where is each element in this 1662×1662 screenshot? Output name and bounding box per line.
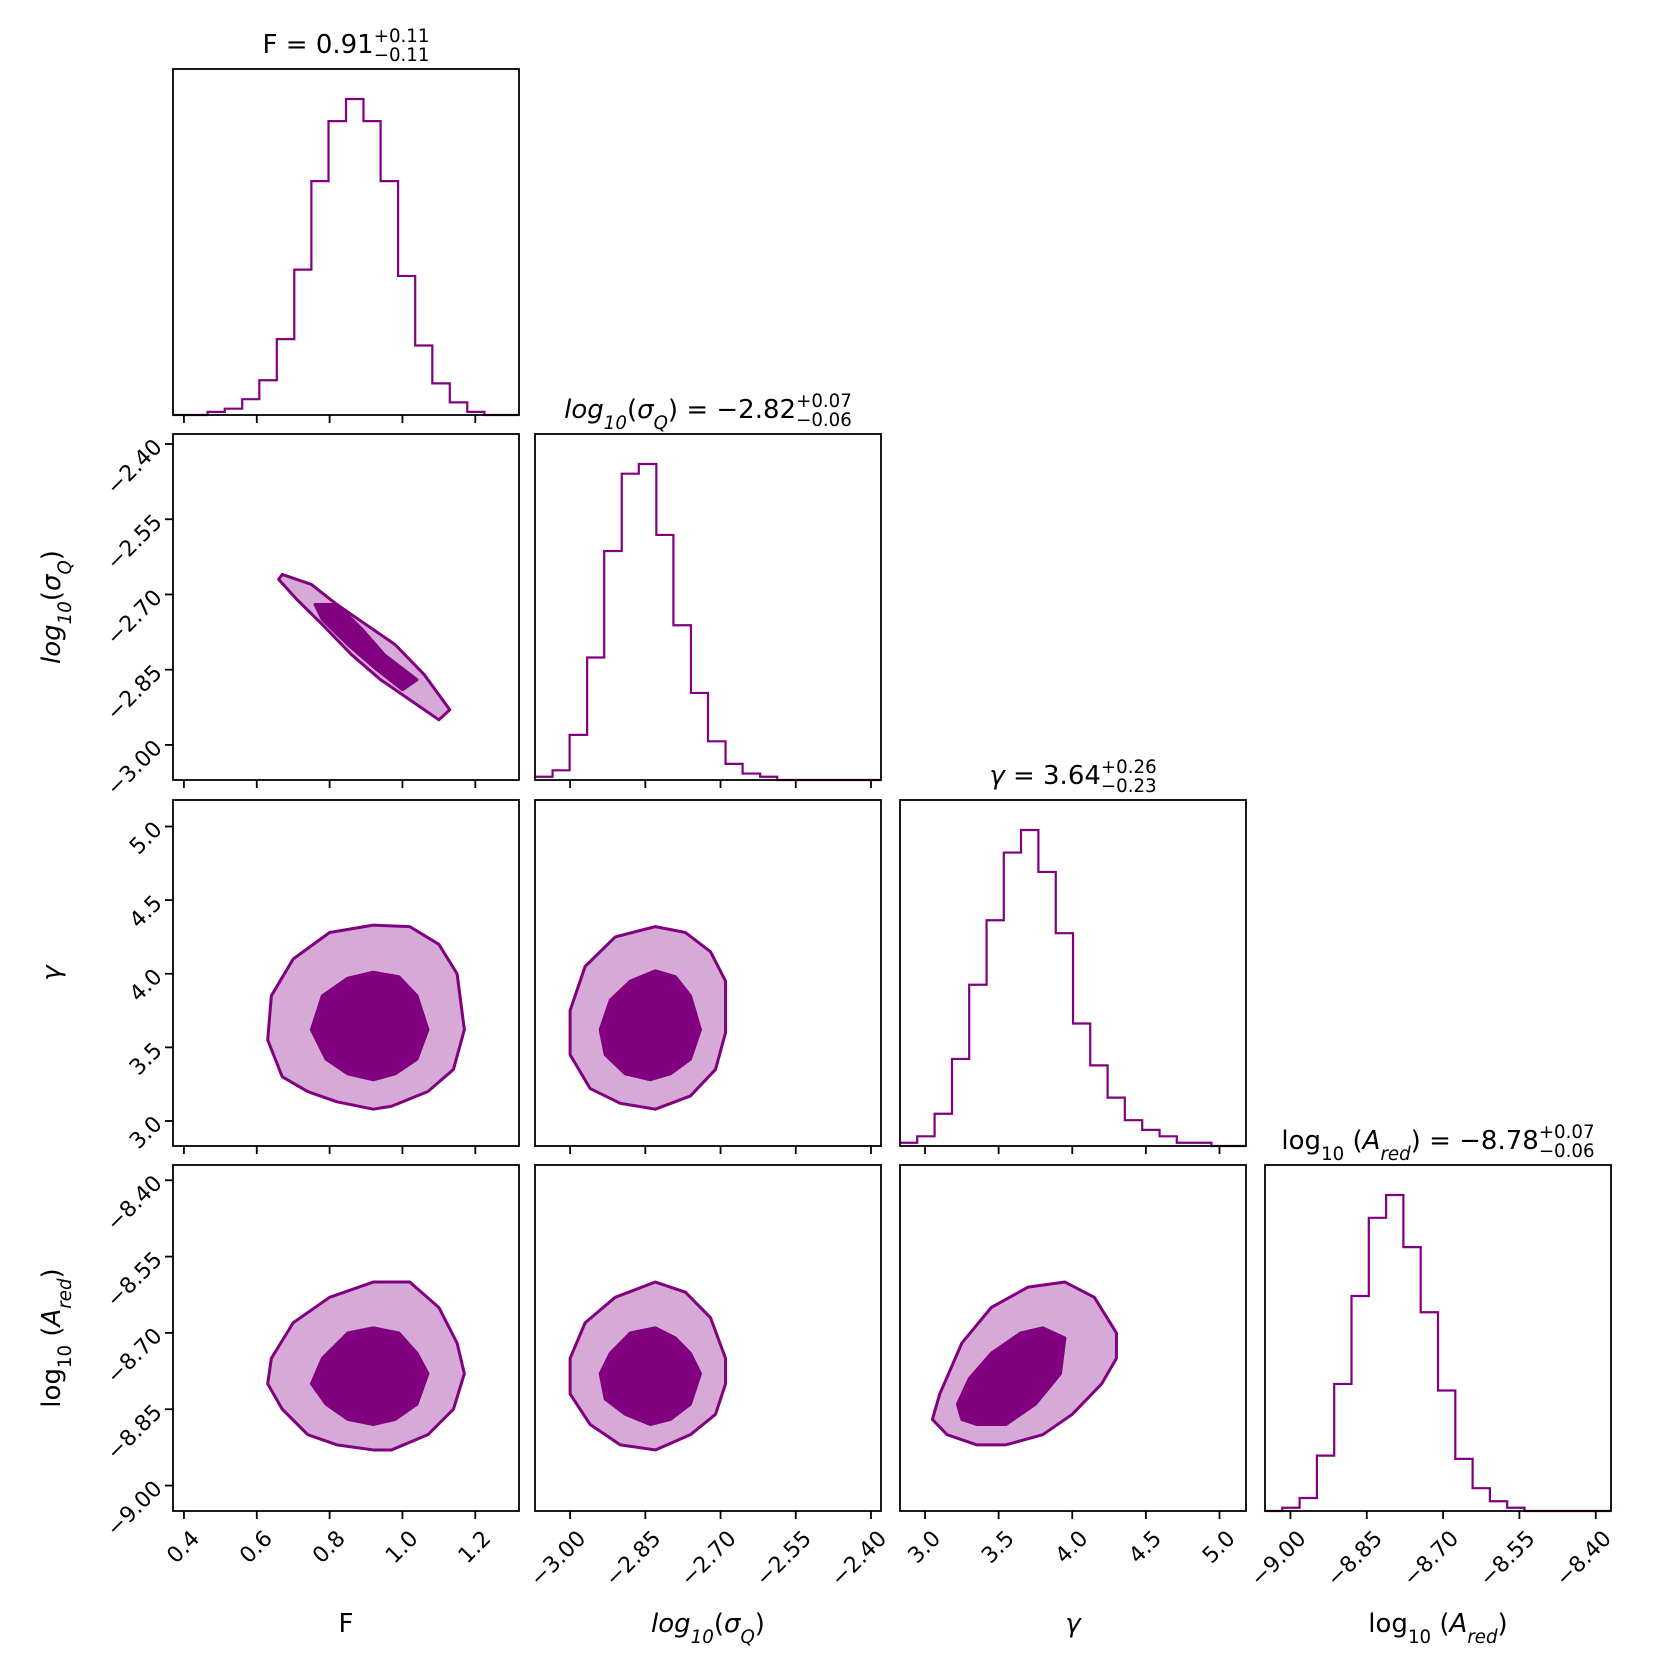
xtick-label: 5.0 — [1198, 1526, 1240, 1568]
xtick-label: −2.40 — [827, 1526, 892, 1591]
histogram-log10_A_red — [1265, 1193, 1611, 1513]
ylabel-log10_A_red: log10 (Ared) — [37, 1268, 76, 1407]
histogram-gamma — [900, 828, 1246, 1148]
xtick-label: −2.70 — [676, 1526, 741, 1591]
histogram-log10_sigma_Q — [535, 462, 881, 782]
xtick-label: 0.6 — [235, 1526, 277, 1568]
xtick-label: 1.2 — [454, 1526, 496, 1568]
panel-log10_A_red-log10_A_red: log10 (Ared) = −8.78+0.07 −0.06 −9.00 −8.85… — [1246, 1122, 1617, 1592]
xtick-label: 4.0 — [1051, 1526, 1093, 1568]
ytick-label: −2.40 — [102, 435, 167, 500]
xlabel-F: F — [339, 1609, 354, 1639]
contour-inner-F-log10_A_red — [309, 1326, 430, 1426]
title-gamma: γ = 3.64+0.26 −0.23 — [989, 757, 1156, 797]
panel-log10_sigma_Q-log10_A_red: −3.00 −2.85 −2.70 −2.55 −2.40 — [526, 1164, 892, 1592]
histogram-F — [173, 97, 519, 417]
panel-frame — [534, 799, 882, 1147]
panel-frame — [899, 1164, 1247, 1512]
panel-F-gamma: 3.0 3.5 4.0 4.5 5.0 γ — [37, 799, 520, 1154]
xtick-label: −8.85 — [1322, 1526, 1387, 1591]
title-log10_sigma_Q: log10(σQ) = −2.82+0.07 −0.06 — [564, 391, 852, 434]
panel-frame — [172, 68, 520, 416]
ytick-label: −9.00 — [102, 1476, 167, 1541]
contour-inner-gamma-log10_A_red — [955, 1326, 1067, 1426]
xtick-label: −3.00 — [526, 1526, 591, 1591]
panel-frame — [899, 799, 1247, 1147]
title-F: F = 0.91+0.11 −0.11 — [263, 26, 430, 66]
xtick-label: −8.40 — [1551, 1526, 1616, 1591]
contour-inner-F-log10_sigma_Q — [313, 602, 419, 692]
xtick-label: −2.85 — [601, 1526, 666, 1591]
panel-log10_sigma_Q-log10_sigma_Q: log10(σQ) = −2.82+0.07 −0.06 — [534, 391, 882, 788]
ytick-label: −2.70 — [102, 585, 167, 650]
panel-frame — [172, 799, 520, 1147]
panel-frame — [172, 1164, 520, 1512]
ytick-label: 4.5 — [125, 891, 167, 933]
panel-frame — [172, 433, 520, 781]
ytick-label: 4.0 — [125, 965, 167, 1007]
ytick-label: 5.0 — [125, 817, 167, 859]
ytick-label: 3.5 — [125, 1038, 167, 1080]
panel-gamma-log10_A_red: 3.0 3.5 4.0 4.5 5.0 — [899, 1164, 1247, 1569]
xlabel-gamma: γ — [1065, 1609, 1082, 1639]
xtick-label: −8.70 — [1399, 1526, 1464, 1591]
xtick-label: 3.0 — [904, 1526, 946, 1568]
ytick-label: −8.40 — [102, 1171, 167, 1236]
ylabel-log10_sigma_Q: log10(σQ) — [37, 550, 76, 664]
contour-inner-log10_sigma_Q-log10_A_red — [598, 1326, 702, 1426]
xtick-label: −2.55 — [751, 1526, 816, 1591]
ytick-label: 3.0 — [125, 1112, 167, 1154]
ytick-label: −2.55 — [102, 510, 167, 575]
panel-gamma-gamma: γ = 3.64+0.26 −0.23 — [899, 757, 1247, 1154]
xlabel-log10_sigma_Q: log10(σQ) — [651, 1609, 765, 1648]
panel-F-F: F = 0.91+0.11 −0.11 — [172, 26, 520, 423]
contour-inner-F-gamma — [309, 970, 430, 1082]
xtick-label: 1.0 — [381, 1526, 423, 1568]
xtick-label: −9.00 — [1246, 1526, 1311, 1591]
ytick-label: −3.00 — [102, 736, 167, 801]
panel-frame — [534, 433, 882, 781]
ytick-label: −8.85 — [102, 1400, 167, 1465]
panel-log10_sigma_Q-gamma — [534, 799, 882, 1154]
panel-F-log10_sigma_Q: −3.00 −2.85 −2.70 −2.55 −2.40 log10(σQ) — [37, 433, 520, 801]
xtick-label: 4.5 — [1124, 1526, 1166, 1568]
panel-F-log10_A_red: −9.00 −8.85 −8.70 −8.55 −8.40 log10 (Ared) 0.4… — [37, 1164, 520, 1569]
xtick-label: −8.55 — [1475, 1526, 1540, 1591]
xtick-label: 0.4 — [162, 1526, 204, 1568]
ytick-label: −8.70 — [102, 1324, 167, 1389]
panel-frame — [534, 1164, 882, 1512]
xtick-label: 3.5 — [977, 1526, 1019, 1568]
xlabel-log10_A_red: log10 (Ared) — [1368, 1609, 1507, 1648]
ylabel-gamma: γ — [37, 964, 67, 981]
ytick-label: −8.55 — [102, 1247, 167, 1312]
panel-frame — [1264, 1164, 1612, 1512]
contour-inner-log10_sigma_Q-gamma — [598, 969, 702, 1082]
xtick-label: 0.8 — [308, 1526, 350, 1568]
title-log10_A_red: log10 (Ared) = −8.78+0.07 −0.06 — [1281, 1122, 1594, 1165]
ytick-label: −2.85 — [102, 660, 167, 725]
